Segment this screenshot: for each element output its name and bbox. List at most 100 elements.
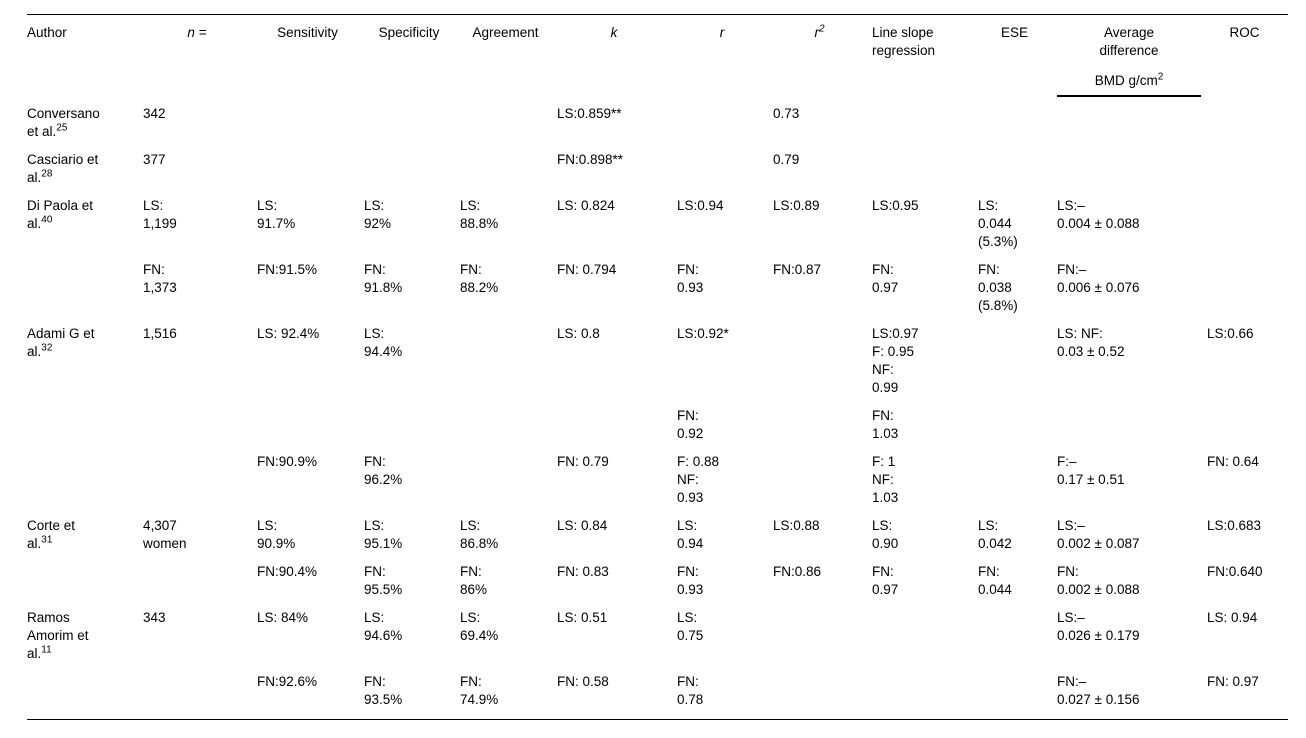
cell-r: LS:0.92* [677, 326, 729, 341]
cell-roc: FN: 0.64 [1207, 454, 1259, 469]
column-header-r: r [677, 15, 773, 106]
cell-r2: 0.73 [773, 106, 800, 121]
cell-sensitivity: LS: 91.7% [257, 198, 296, 231]
cell-roc: LS:0.66 [1207, 326, 1254, 341]
column-header-label: ESE [1000, 25, 1028, 40]
cell-agreement [460, 407, 557, 453]
table-row: Conversano et al.25 342 LS:0.859** 0.73 [27, 105, 1288, 151]
cell-r [677, 151, 773, 197]
column-header-n: n = [143, 15, 257, 106]
table-header: Author n = Sensitivity Specificity Agreement… [27, 15, 1288, 106]
cell-line-slope-regression: LS:0.95 [872, 198, 919, 213]
column-header-label: Average difference [1099, 25, 1159, 58]
cell-n: 342 [143, 106, 166, 121]
column-header-sensitivity: Sensitivity [257, 15, 364, 106]
cell-ese [978, 453, 1057, 517]
cell-r: F: 0.88 NF: 0.93 [677, 454, 720, 505]
cell-average-difference [1057, 151, 1207, 197]
cell-line-slope-regression [872, 151, 978, 197]
cell-specificity [364, 105, 460, 151]
cell-sensitivity: FN:92.6% [257, 674, 318, 689]
cell-average-difference [1057, 407, 1207, 453]
cell-specificity: LS: 92% [364, 198, 392, 231]
cell-k: FN: 0.83 [557, 564, 609, 579]
cell-sensitivity: LS: 90.9% [257, 518, 296, 551]
column-header-label: r2 [814, 23, 825, 40]
column-header-r2: r2 [773, 15, 872, 106]
cell-r2 [773, 407, 872, 453]
cell-average-difference: F:– 0.17 ± 0.51 [1057, 454, 1125, 487]
cell-author: Adami G et al.32 [27, 326, 95, 359]
cell-ese [978, 151, 1057, 197]
cell-specificity [364, 151, 460, 197]
cell-ese [978, 105, 1057, 151]
table-row: FN:90.9% FN: 96.2% FN: 0.79 F: 0.88 NF: 0.93 F:… [27, 453, 1288, 517]
cell-agreement: FN: 74.9% [460, 674, 499, 707]
cell-r2: FN:0.87 [773, 262, 822, 277]
cell-specificity [364, 407, 460, 453]
studies-comparison-table: Author n = Sensitivity Specificity Agreement… [27, 14, 1288, 720]
cell-agreement: LS: 88.8% [460, 198, 499, 231]
cell-average-difference: FN:– 0.027 ± 0.156 [1057, 674, 1140, 707]
column-header-label: n = [187, 25, 207, 40]
cell-roc [1207, 261, 1288, 325]
cell-author [27, 407, 143, 453]
cell-author: Conversano et al.25 [27, 106, 100, 139]
cell-line-slope-regression [872, 609, 978, 673]
cell-sensitivity: FN:90.9% [257, 454, 318, 469]
cell-roc: LS:0.683 [1207, 518, 1262, 533]
cell-r2: 0.79 [773, 152, 800, 167]
cell-roc: FN: 0.97 [1207, 674, 1259, 689]
cell-sensitivity [257, 151, 364, 197]
cell-author: Ramos Amorim et al.11 [27, 610, 89, 661]
cell-average-difference: LS:– 0.026 ± 0.179 [1057, 610, 1140, 643]
cell-author [27, 453, 143, 517]
cell-n: FN: 1,373 [143, 262, 177, 295]
cell-ese: FN: 0.038 (5.8%) [978, 262, 1018, 313]
table-header-row: Author n = Sensitivity Specificity Agreement… [27, 15, 1288, 106]
cell-agreement [460, 453, 557, 517]
column-header-roc: ROC [1207, 15, 1288, 106]
cell-r [677, 105, 773, 151]
table-row: FN: 0.92 FN: 1.03 [27, 407, 1288, 453]
cell-r: LS:0.94 [677, 198, 724, 213]
table-row: Di Paola et al.40 LS: 1,199 LS: 91.7% LS: 92% LS… [27, 197, 1288, 261]
column-header-agreement: Agreement [460, 15, 557, 106]
cell-line-slope-regression [872, 673, 978, 720]
column-header-ese: ESE [978, 15, 1057, 106]
cell-average-difference: FN: 0.002 ± 0.088 [1057, 564, 1140, 597]
cell-k: LS: 0.824 [557, 198, 615, 213]
cell-specificity: LS: 95.1% [364, 518, 403, 551]
cell-author [27, 261, 143, 325]
cell-roc [1207, 105, 1288, 151]
column-header-label: Line slope regression [872, 25, 936, 58]
table-row: FN:90.4% FN: 95.5% FN: 86% FN: 0.83 FN: 0.93 FN:… [27, 563, 1288, 609]
cell-n [143, 453, 257, 517]
cell-ese [978, 407, 1057, 453]
column-header-label: ROC [1229, 25, 1260, 40]
table-body: Conversano et al.25 342 LS:0.859** 0.73 Casci… [27, 105, 1288, 720]
cell-k: FN: 0.58 [557, 674, 609, 689]
cell-sensitivity [257, 105, 364, 151]
table-row: Ramos Amorim et al.11 343 LS: 84% LS: 94.6% LS:… [27, 609, 1288, 673]
cell-ese: LS: 0.042 [978, 518, 1012, 551]
cell-line-slope-regression: F: 1 NF: 1.03 [872, 454, 899, 505]
cell-k [557, 407, 677, 453]
cell-r2 [773, 325, 872, 407]
cell-sensitivity: LS: 84% [257, 610, 309, 625]
cell-k: LS: 0.8 [557, 326, 600, 341]
table-row: FN:92.6% FN: 93.5% FN: 74.9% FN: 0.58 FN: 0.78 F… [27, 673, 1288, 720]
cell-line-slope-regression: FN: 0.97 [872, 262, 899, 295]
cell-r2: FN:0.86 [773, 564, 822, 579]
cell-specificity: LS: 94.4% [364, 326, 403, 359]
cell-average-difference: FN:– 0.006 ± 0.076 [1057, 262, 1140, 295]
cell-specificity: LS: 94.6% [364, 610, 403, 643]
column-header-label: r [719, 25, 725, 40]
column-subheader-average-difference: BMD g/cm2 [1057, 72, 1201, 97]
cell-author [27, 563, 143, 609]
cell-r: FN: 0.92 [677, 408, 704, 441]
cell-sensitivity: FN:91.5% [257, 262, 318, 277]
cell-agreement [460, 325, 557, 407]
column-header-line-slope-regression: Line slope regression [872, 15, 978, 106]
cell-ese: FN: 0.044 [978, 564, 1012, 597]
